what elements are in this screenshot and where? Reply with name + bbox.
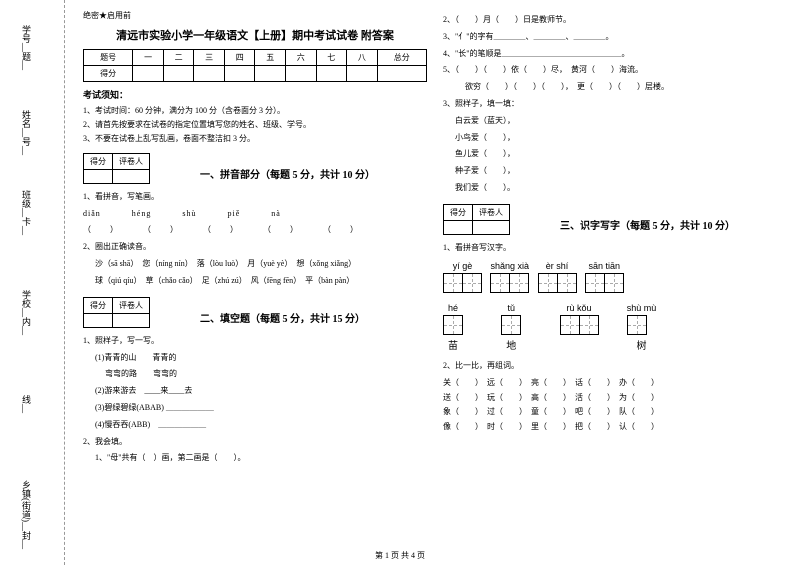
instruction: 3、不要在试卷上乱写乱画，卷面不整洁扣 3 分。 (83, 133, 427, 144)
th: 六 (285, 50, 316, 66)
section-1-title: 一、拼音部分（每题 5 分，共计 10 分） (200, 166, 375, 181)
q3-line: 我们爱（ ）。 (443, 182, 787, 195)
th: 题号 (84, 50, 133, 66)
q1-2-line: 球（qiú qíu） 草（chǎo cǎo） 足（zhú zú） 风（fēng … (83, 275, 427, 288)
q2-1-line: (2)游来游去 ____来____去 (83, 385, 427, 398)
th: 总分 (377, 50, 426, 66)
q3-line: 种子爱（ ）， (443, 165, 787, 178)
char-grids-row2: hé 苗 tǔ 地 rù kǒu shù mù 树 (443, 301, 787, 354)
secrecy-mark: 绝密★启用前 (83, 10, 427, 21)
section-3-title: 三、识字写字（每题 5 分，共计 10 分） (560, 217, 735, 232)
page-footer: 第 1 页 共 4 页 (0, 550, 800, 561)
char-grid: tǔ 地 (501, 303, 521, 352)
r-line: 欲穷（ ）（ ）（ ）， 更（ ）（ ）层楼。 (443, 81, 787, 94)
binding-margin: 学号__题__ 姓名__号__ 班级__卡__ 学校__内__ 线__ 乡镇(街… (0, 0, 65, 565)
td: 得分 (84, 66, 133, 82)
th: 四 (224, 50, 255, 66)
char-grid: sān tiān (585, 261, 624, 293)
char-grid: shǎng xià (490, 261, 529, 293)
char-grid: yí gè (443, 261, 482, 293)
char-grid: èr shí (538, 261, 577, 293)
margin-label: 乡镇(街道)__封__ (20, 480, 33, 549)
char-grid: hé 苗 (443, 303, 463, 352)
r-line: 3、"亻"的字有＿＿＿＿、＿＿＿＿、＿＿＿＿。 (443, 31, 787, 44)
char-grid: rù kǒu (560, 303, 599, 335)
instruction: 2、请首先按要求在试卷的指定位置填写您的姓名、班级、学号。 (83, 119, 427, 130)
score-box: 得分评卷人 (83, 297, 150, 328)
score-box: 得分评卷人 (443, 204, 510, 235)
left-column: 绝密★启用前 清远市实验小学一年级语文【上册】期中考试试卷 附答案 题号 一 二… (75, 10, 435, 545)
q2-1: 1、照样子，写一写。 (83, 335, 427, 348)
q2-1-line: 弯弯的路 弯弯的 (83, 368, 427, 381)
margin-label: 学号__题__ (20, 25, 33, 70)
q3-line: 鱼儿爱（ ）， (443, 148, 787, 161)
margin-label: 线__ (20, 395, 33, 413)
word-group: 关（ ） 远（ ） 亮（ ） 话（ ） 办（ ） 送（ ） 玩（ ） 高（ ） … (443, 376, 787, 434)
th: 一 (133, 50, 164, 66)
blank-row: （ ）（ ）（ ）（ ）（ ） (83, 224, 427, 235)
section-2-title: 二、填空题（每题 5 分，共计 15 分） (200, 310, 365, 325)
th: 八 (347, 50, 378, 66)
right-column: 2、（ ）月（ ）日是教师节。 3、"亻"的字有＿＿＿＿、＿＿＿＿、＿＿＿＿。 … (435, 10, 795, 545)
q2-2: 2、我会填。 (83, 436, 427, 449)
char-grids-row1: yí gè shǎng xià èr shí sān tiān (443, 259, 787, 295)
margin-label: 姓名__号__ (20, 110, 33, 155)
instructions-label: 考试须知： (83, 88, 427, 101)
char-grid: shù mù 树 (627, 303, 657, 352)
pinyin-row: diǎn héng shù piě nà (83, 209, 427, 218)
q2-2-line: 1、"母"共有（ ）画，第二画是（ ）。 (83, 452, 427, 465)
q2-1-line: (4)慢吞吞(ABB) ＿＿＿＿＿＿ (83, 419, 427, 432)
q3-1: 1、看拼音写汉字。 (443, 242, 787, 255)
margin-label: 学校__内__ (20, 290, 33, 335)
q1-1: 1、看拼音，写笔画。 (83, 191, 427, 204)
r-line: 4、"长"的笔顺是＿＿＿＿＿＿＿＿＿＿＿＿＿＿＿。 (443, 48, 787, 61)
q2-1-line: (1)青青的山 青青的 (83, 352, 427, 365)
score-box: 得分评卷人 (83, 153, 150, 184)
q3-line: 小鸟爱（ ）， (443, 132, 787, 145)
q1-2: 2、圈出正确读音。 (83, 241, 427, 254)
r-line: 2、（ ）月（ ）日是教师节。 (443, 14, 787, 27)
q3-ex: 白云爱（蓝天）， (443, 115, 787, 128)
th: 七 (316, 50, 347, 66)
r-line: 5、（ ）（ ）依（ ）尽， 黄河（ ）海流。 (443, 64, 787, 77)
q3-2: 2、比一比，再组词。 (443, 360, 787, 373)
th: 五 (255, 50, 286, 66)
q1-2-line: 沙（sā shā） 您（níng nín） 落（lòu luò） 月（yuè y… (83, 258, 427, 271)
q3: 3、照样子，填一填： (443, 98, 787, 111)
margin-label: 班级__卡__ (20, 190, 33, 235)
instruction: 1、考试时间：60 分钟，满分为 100 分（含卷面分 3 分）。 (83, 105, 427, 116)
exam-title: 清远市实验小学一年级语文【上册】期中考试试卷 附答案 (83, 27, 427, 43)
score-table: 题号 一 二 三 四 五 六 七 八 总分 得分 (83, 49, 427, 82)
q2-1-line: (3)碧绿碧绿(ABAB) ＿＿＿＿＿＿ (83, 402, 427, 415)
th: 二 (163, 50, 194, 66)
th: 三 (194, 50, 225, 66)
